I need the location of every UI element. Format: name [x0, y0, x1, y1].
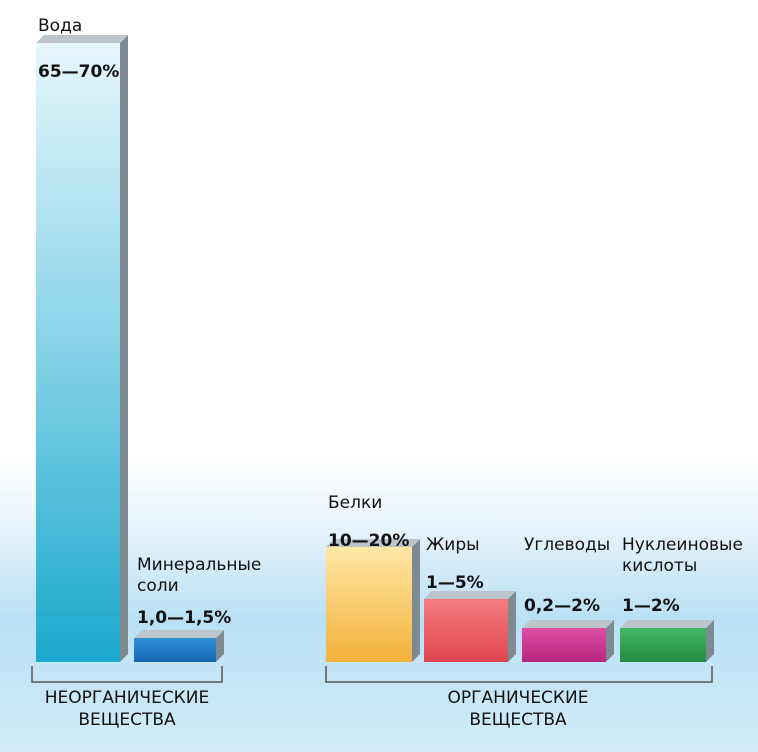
bar-name-fats: Жиры — [426, 535, 480, 555]
bar-front — [620, 628, 706, 662]
bar-top — [36, 35, 128, 43]
bar-name-mineral-salts: Минеральные соли — [137, 555, 261, 596]
bar-front — [522, 628, 606, 662]
bar-top — [620, 620, 714, 628]
group-bracket-organic — [325, 666, 713, 683]
bar-water — [36, 35, 128, 662]
value-label-water: 65—70% — [38, 62, 119, 82]
bar-side — [120, 35, 128, 662]
value-label-proteins: 10—20% — [328, 531, 409, 551]
value-label-nucleic-acids: 1—2% — [622, 596, 680, 616]
bar-side — [412, 539, 420, 662]
group-label-inorganic: НЕОРГАНИЧЕСКИЕ ВЕЩЕСТВА — [45, 688, 209, 730]
bar-front — [134, 638, 216, 662]
bar-nucleic-acids — [620, 620, 714, 662]
bar-mineral-salts — [134, 630, 224, 662]
bar-fats — [424, 591, 516, 662]
bar-proteins — [326, 539, 420, 662]
bar-side — [216, 630, 224, 662]
group-bracket-inorganic — [31, 666, 223, 683]
bar-name-water: Вода — [38, 16, 82, 36]
bar-name-nucleic-acids: Нуклеиновые кислоты — [622, 535, 743, 576]
bar-top — [326, 539, 420, 547]
value-label-mineral-salts: 1,0—1,5% — [137, 608, 231, 628]
bar-front — [326, 547, 412, 662]
bar-front — [36, 43, 120, 662]
value-label-carbohydrates: 0,2—2% — [524, 596, 600, 616]
bar-side — [606, 620, 614, 662]
bar-name-proteins: Белки — [328, 493, 382, 513]
bar-top — [424, 591, 516, 599]
bar-top — [522, 620, 614, 628]
value-label-fats: 1—5% — [426, 573, 484, 593]
bar-carbohydrates — [522, 620, 614, 662]
group-label-organic: ОРГАНИЧЕСКИЕ ВЕЩЕСТВА — [448, 688, 589, 730]
bar-side — [508, 591, 516, 662]
bar-top — [134, 630, 224, 638]
bar-front — [424, 599, 508, 662]
bar-side — [706, 620, 714, 662]
bar-name-carbohydrates: Углеводы — [524, 535, 610, 555]
